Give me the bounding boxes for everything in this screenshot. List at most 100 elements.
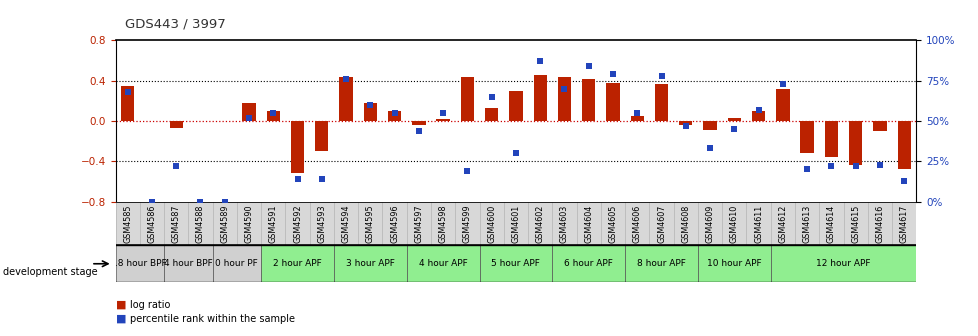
- Bar: [630, 116, 644, 121]
- Text: GSM4594: GSM4594: [341, 204, 350, 243]
- Bar: [169, 121, 183, 128]
- Point: [532, 58, 548, 64]
- Text: GSM4611: GSM4611: [753, 204, 762, 243]
- Bar: [387, 111, 401, 121]
- Point: [241, 115, 256, 120]
- Text: GSM4585: GSM4585: [123, 204, 132, 243]
- Point: [580, 64, 596, 69]
- Point: [871, 162, 887, 167]
- Point: [508, 151, 523, 156]
- Text: GSM4588: GSM4588: [196, 204, 204, 243]
- Text: 0 hour PF: 0 hour PF: [215, 259, 258, 268]
- Text: GSM4601: GSM4601: [511, 204, 520, 243]
- Bar: [315, 121, 329, 151]
- Text: GSM4610: GSM4610: [729, 204, 738, 243]
- Text: 18 hour BPF: 18 hour BPF: [112, 259, 167, 268]
- Text: GSM4615: GSM4615: [850, 204, 860, 243]
- Text: ■: ■: [115, 313, 126, 324]
- Point: [629, 110, 645, 116]
- Bar: [121, 86, 134, 121]
- Text: GSM4605: GSM4605: [608, 204, 617, 243]
- Text: 4 hour APF: 4 hour APF: [419, 259, 467, 268]
- Text: GSM4595: GSM4595: [366, 204, 375, 243]
- Point: [798, 167, 814, 172]
- Text: GSM4589: GSM4589: [220, 204, 229, 243]
- Bar: [679, 121, 691, 125]
- Text: GSM4602: GSM4602: [535, 204, 544, 243]
- Point: [217, 199, 233, 204]
- Point: [847, 163, 863, 169]
- Point: [822, 163, 838, 169]
- Text: 6 hour APF: 6 hour APF: [563, 259, 612, 268]
- Bar: [115, 245, 164, 282]
- Text: 8 hour APF: 8 hour APF: [637, 259, 686, 268]
- Text: GSM4604: GSM4604: [584, 204, 593, 243]
- Text: 2 hour APF: 2 hour APF: [273, 259, 322, 268]
- Text: GSM4597: GSM4597: [414, 204, 422, 243]
- Point: [701, 146, 717, 151]
- Text: GSM4599: GSM4599: [463, 204, 471, 243]
- Bar: [243, 103, 255, 121]
- Bar: [702, 121, 716, 130]
- Bar: [164, 245, 212, 282]
- Bar: [533, 75, 547, 121]
- Text: 4 hour BPF: 4 hour BPF: [163, 259, 212, 268]
- Text: GSM4593: GSM4593: [317, 204, 326, 243]
- Bar: [436, 119, 449, 121]
- Bar: [582, 79, 595, 121]
- Text: GSM4606: GSM4606: [632, 204, 642, 243]
- Text: 12 hour APF: 12 hour APF: [816, 259, 869, 268]
- Point: [265, 110, 281, 116]
- Text: GSM4586: GSM4586: [148, 204, 156, 243]
- Bar: [461, 77, 473, 121]
- Point: [119, 89, 135, 95]
- Point: [556, 86, 572, 91]
- Point: [653, 73, 669, 79]
- Bar: [800, 121, 813, 153]
- Bar: [509, 91, 522, 121]
- Point: [896, 178, 911, 183]
- Bar: [333, 245, 406, 282]
- Text: GSM4603: GSM4603: [559, 204, 568, 243]
- Bar: [605, 83, 619, 121]
- Point: [726, 126, 741, 132]
- Bar: [727, 118, 740, 121]
- Point: [289, 176, 305, 182]
- Text: 10 hour APF: 10 hour APF: [706, 259, 761, 268]
- Text: GDS443 / 3997: GDS443 / 3997: [125, 17, 226, 30]
- Bar: [212, 245, 261, 282]
- Bar: [479, 245, 552, 282]
- Bar: [261, 245, 333, 282]
- Text: GSM4614: GSM4614: [826, 204, 835, 243]
- Point: [750, 107, 766, 112]
- Text: GSM4613: GSM4613: [802, 204, 811, 243]
- Bar: [770, 245, 915, 282]
- Point: [144, 199, 159, 204]
- Bar: [363, 103, 377, 121]
- Bar: [872, 121, 886, 131]
- Text: percentile rank within the sample: percentile rank within the sample: [130, 313, 295, 324]
- Point: [678, 123, 693, 128]
- Text: GSM4596: GSM4596: [389, 204, 399, 243]
- Point: [459, 168, 474, 174]
- Text: GSM4607: GSM4607: [656, 204, 665, 243]
- Bar: [266, 111, 280, 121]
- Bar: [406, 245, 479, 282]
- Bar: [751, 111, 765, 121]
- Text: GSM4616: GSM4616: [874, 204, 883, 243]
- Text: GSM4600: GSM4600: [487, 204, 496, 243]
- Bar: [776, 89, 788, 121]
- Bar: [290, 121, 304, 173]
- Bar: [484, 108, 498, 121]
- Bar: [654, 84, 668, 121]
- Point: [337, 76, 353, 82]
- Bar: [339, 77, 352, 121]
- Bar: [412, 121, 425, 125]
- Point: [168, 163, 184, 169]
- Bar: [697, 245, 770, 282]
- Bar: [823, 121, 837, 157]
- Text: 3 hour APF: 3 hour APF: [345, 259, 394, 268]
- Point: [193, 199, 208, 204]
- Point: [435, 110, 451, 116]
- Text: GSM4608: GSM4608: [681, 204, 689, 243]
